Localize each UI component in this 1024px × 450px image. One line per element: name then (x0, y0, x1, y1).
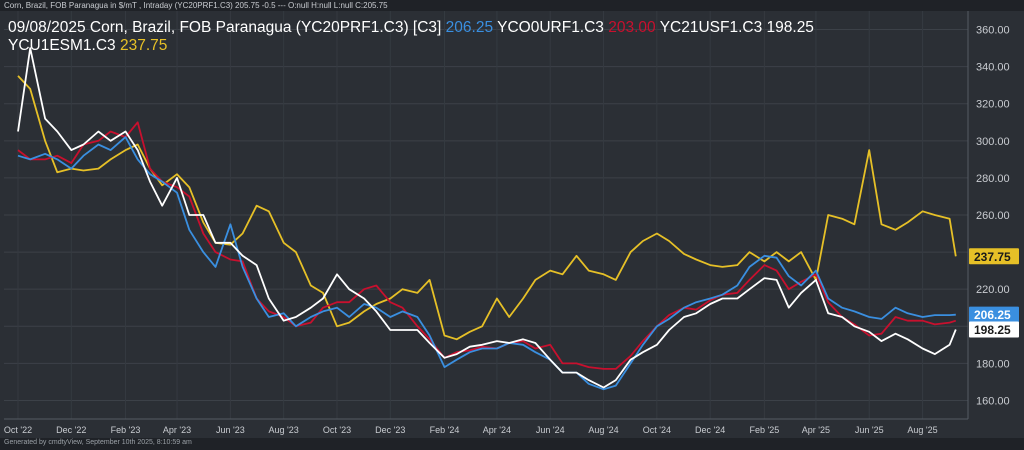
x-tick-label: Jun '23 (216, 425, 245, 435)
x-tick-label: Feb '25 (749, 425, 779, 435)
series-line-YC20PRF1.C3 (17, 136, 956, 391)
x-tick-label: Apr '23 (163, 425, 191, 435)
chart-title-line1: 09/08/2025 Corn, Brazil, FOB Paranagua (… (8, 19, 814, 37)
last-value-badge (969, 248, 1019, 265)
y-tick-label: 300.00 (976, 136, 1010, 148)
y-tick-label: 280.00 (976, 173, 1010, 185)
x-tick-label: Jun '25 (855, 425, 884, 435)
series-line-YC21USF1.C3 (17, 47, 957, 389)
x-tick-label: Feb '23 (111, 425, 141, 435)
x-tick-label: Dec '24 (695, 425, 725, 435)
x-tick-label: Aug '24 (588, 425, 618, 435)
series2-label: YCO0URF1.C3 (497, 19, 604, 36)
footer-bar: Generated by cmdtyView, September 10th 2… (0, 438, 1024, 450)
y-tick-label: 320.00 (976, 99, 1010, 111)
x-tick-label: Oct '24 (643, 425, 671, 435)
x-tick-label: Apr '25 (802, 425, 830, 435)
y-tick-label: 180.00 (976, 358, 1010, 370)
x-tick-label: Aug '23 (269, 425, 299, 435)
x-tick-label: Jun '24 (536, 425, 565, 435)
last-value-text: 237.75 (974, 250, 1011, 264)
y-tick-label: 340.00 (976, 62, 1010, 74)
last-value-text: 206.25 (974, 308, 1011, 322)
series-line-YCU1ESM1.C3 (17, 75, 957, 341)
x-tick-label: Dec '22 (56, 425, 86, 435)
chart-info-bar: Corn, Brazil, FOB Paranagua in $/mT , In… (0, 0, 1024, 11)
last-value-badge (969, 306, 1019, 323)
chart-info-text: Corn, Brazil, FOB Paranagua in $/mT , In… (4, 1, 388, 10)
y-tick-label: 360.00 (976, 25, 1010, 37)
x-tick-label: Feb '24 (430, 425, 460, 435)
title-prefix: 09/08/2025 Corn, Brazil, FOB Paranagua (… (8, 19, 442, 36)
last-value-badge (969, 321, 1019, 338)
x-tick-label: Aug '25 (907, 425, 937, 435)
x-tick-label: Apr '24 (483, 425, 511, 435)
chart-area[interactable]: 160.00180.00200.00220.00240.00260.00280.… (0, 11, 1024, 438)
x-tick-label: Oct '23 (323, 425, 351, 435)
y-tick-label: 220.00 (976, 284, 1010, 296)
y-tick-label: 160.00 (976, 395, 1010, 407)
x-tick-label: Oct '22 (4, 425, 32, 435)
series-line-YCO0URF1.C3 (17, 121, 957, 370)
y-tick-label: 260.00 (976, 210, 1010, 222)
x-tick-label: Dec '23 (375, 425, 405, 435)
chart-title-line2: YCU1ESM1.C3 237.75 (8, 37, 167, 55)
generated-by-text: Generated by cmdtyView, September 10th 2… (4, 439, 192, 446)
series4-label: YCU1ESM1.C3 (8, 37, 116, 54)
series1-value: 206.25 (445, 19, 494, 36)
last-value-text: 198.25 (974, 323, 1011, 337)
series4-value: 237.75 (120, 37, 168, 54)
series3-label: YC21USF1.C3 198.25 (659, 19, 814, 36)
series2-value: 203.00 (608, 19, 656, 36)
